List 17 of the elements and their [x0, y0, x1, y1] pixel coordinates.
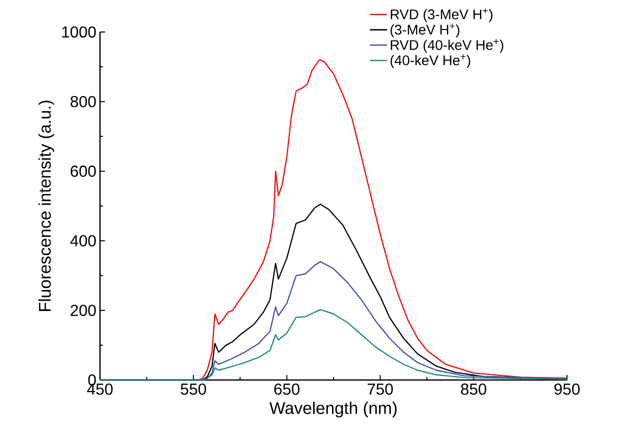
y-tick-label: 200: [70, 304, 96, 316]
y-axis-title: Fluorescence intensity (a.u.): [38, 100, 54, 311]
legend-label: (3-MeV H$^{+}$): [390, 24, 460, 38]
y-tick-label: 800: [70, 96, 96, 108]
x-tick-label: 550: [180, 384, 206, 395]
x-tick-label: 750: [368, 384, 393, 395]
x-axis-title: Wavelength (nm): [269, 402, 397, 418]
y-tick-label: 600: [70, 166, 96, 177]
y-tick-label: 1000: [62, 26, 96, 38]
x-tick-label: 450: [87, 384, 113, 395]
x-tick-label: 850: [460, 384, 486, 395]
x-tick-label: 650: [274, 384, 300, 395]
legend-label: (40-keV He$^{+}$): [390, 54, 470, 68]
x-tick-label: 950: [554, 384, 580, 395]
legend-label: RVD (3-MeV H$^{+}$): [390, 8, 492, 22]
legend-label: RVD (40-keV He$^{+}$): [390, 38, 504, 53]
y-tick-label: 400: [70, 235, 96, 246]
